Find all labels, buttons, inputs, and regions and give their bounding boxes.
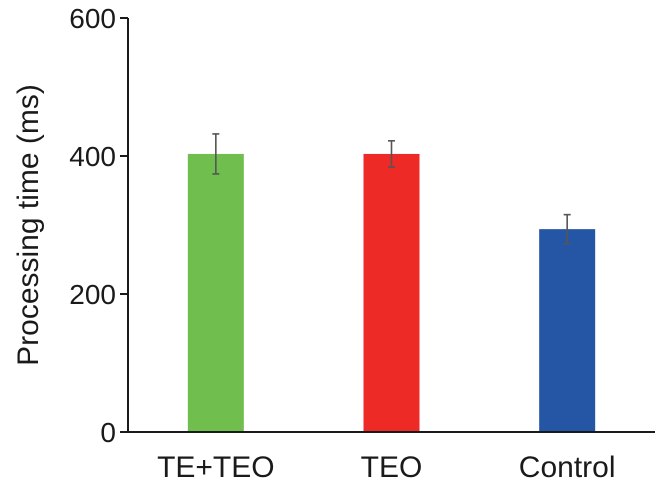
error-bars <box>212 133 571 245</box>
x-tick-label: Control <box>519 451 616 484</box>
bar-control <box>539 229 596 432</box>
x-tick-label: TE+TEO <box>157 451 275 484</box>
bar-te-teo <box>187 153 244 432</box>
y-tick-label: 400 <box>69 141 116 172</box>
x-axis: TE+TEO TEO Control <box>128 431 655 484</box>
bars <box>187 153 596 432</box>
y-tick-label: 0 <box>100 417 116 448</box>
y-tick-label: 600 <box>69 3 116 34</box>
bar-teo <box>363 153 420 432</box>
x-tick-label: TEO <box>361 451 423 484</box>
y-tick-label: 200 <box>69 279 116 310</box>
y-axis: 0 200 400 600 <box>69 3 129 448</box>
y-axis-title: Processing time (ms) <box>12 84 45 366</box>
